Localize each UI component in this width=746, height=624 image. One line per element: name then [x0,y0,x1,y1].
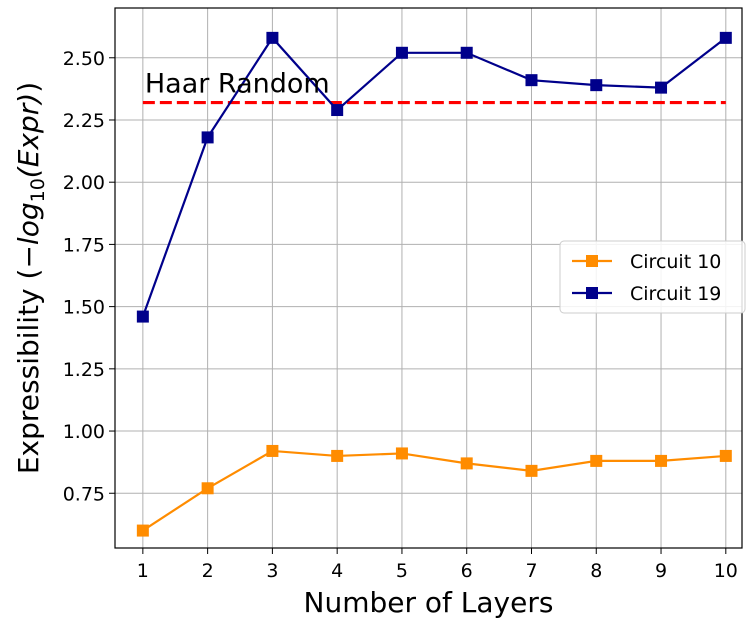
y-tick-label: 0.75 [63,483,105,505]
data-point-marker [137,311,149,323]
series-circuit-10 [137,445,732,537]
x-tick-label: 8 [590,560,602,582]
data-point-marker [590,79,602,91]
y-axis-label-subscript: 10 [27,178,49,202]
data-point-marker [655,82,667,94]
y-axis-label: Expressibility (−log10(Expr)) [12,82,49,474]
legend: Circuit 10 Circuit 19 [560,241,745,313]
y-axis-label-argument: (Expr) [12,93,45,178]
x-tick-label: 5 [396,560,408,582]
legend-swatch-marker [586,287,598,299]
y-tick-label: 2.00 [63,172,105,194]
x-tick-label: 3 [266,560,278,582]
data-point-marker [720,32,732,44]
haar-random-label: Haar Random [145,69,330,100]
y-tick-label: 1.00 [63,421,105,443]
data-point-marker [461,47,473,59]
data-point-marker [266,445,278,457]
y-tick-label: 1.75 [63,234,105,256]
legend-label: Circuit 19 [630,283,721,305]
x-tick-label: 1 [137,560,149,582]
data-point-marker [590,455,602,467]
data-point-marker [396,47,408,59]
data-point-marker [525,74,537,86]
y-tick-label: 1.50 [63,297,105,319]
y-tick-label: 2.25 [63,110,105,132]
x-tick-label: 2 [202,560,214,582]
y-tick-label: 2.50 [63,48,105,70]
data-point-marker [525,465,537,477]
x-tick-label: 7 [525,560,537,582]
data-point-marker [720,450,732,462]
data-point-marker [461,457,473,469]
axis-ticks: 1 2 3 4 5 6 7 8 9 10 0.75 1.00 1.25 1.50 1.75 2.00 2.25 2… [63,48,738,582]
data-point-marker [202,131,214,143]
legend-swatch-marker [586,255,598,267]
data-point-marker [396,447,408,459]
x-axis-label: Number of Layers [304,586,554,619]
data-point-marker [331,450,343,462]
data-point-marker [137,525,149,537]
y-axis-label-log: log [12,202,45,245]
y-axis-label-suffix: ) [12,82,45,93]
data-point-marker [655,455,667,467]
data-point-marker [266,32,278,44]
y-axis-label-prefix: Expressibility (− [12,245,45,474]
x-tick-label: 10 [714,560,738,582]
y-tick-label: 1.25 [63,359,105,381]
x-tick-label: 6 [461,560,473,582]
data-point-marker [202,482,214,494]
series-line [143,451,726,531]
legend-label: Circuit 10 [630,251,721,273]
x-tick-label: 4 [331,560,343,582]
data-point-marker [331,104,343,116]
x-tick-label: 9 [655,560,667,582]
